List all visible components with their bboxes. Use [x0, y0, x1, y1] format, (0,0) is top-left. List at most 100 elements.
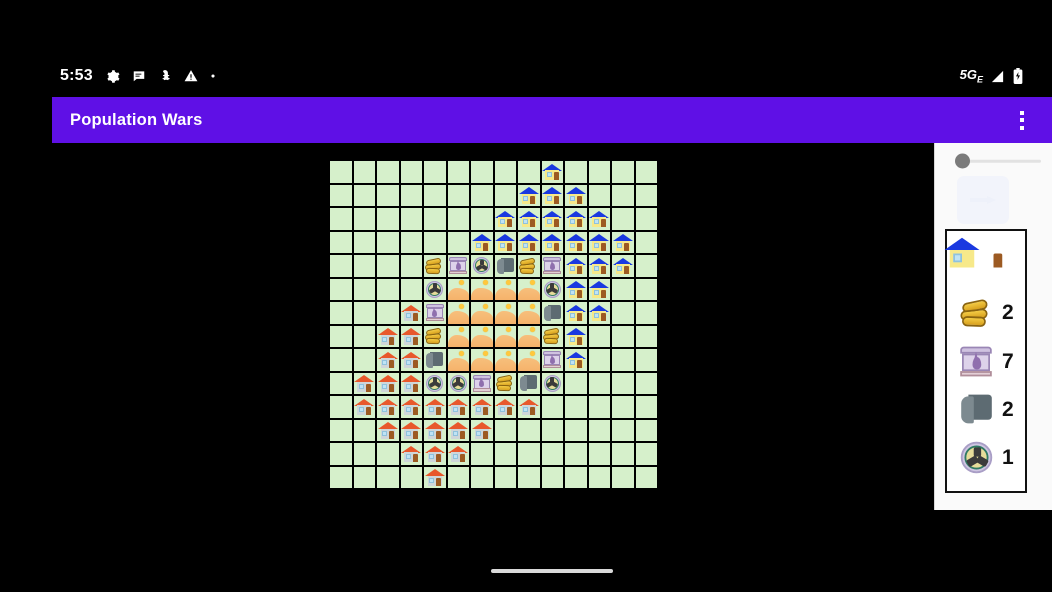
- board-cell[interactable]: [564, 160, 588, 184]
- board-cell[interactable]: [493, 277, 517, 301]
- board-cell[interactable]: [470, 395, 494, 419]
- board-cell[interactable]: [540, 348, 564, 372]
- board-cell[interactable]: [493, 301, 517, 325]
- board-cell[interactable]: [399, 348, 423, 372]
- board-cell[interactable]: [611, 418, 635, 442]
- board-cell[interactable]: [611, 442, 635, 466]
- board-cell[interactable]: [587, 324, 611, 348]
- board-cell[interactable]: [564, 301, 588, 325]
- board-cell[interactable]: [517, 395, 541, 419]
- board-cell[interactable]: [564, 230, 588, 254]
- board-cell[interactable]: [493, 395, 517, 419]
- board-cell[interactable]: [517, 301, 541, 325]
- board-cell[interactable]: [423, 277, 447, 301]
- board-cell[interactable]: [634, 230, 658, 254]
- board-cell[interactable]: [611, 348, 635, 372]
- board-cell[interactable]: [352, 371, 376, 395]
- board-cell[interactable]: [352, 160, 376, 184]
- board-cell[interactable]: [564, 418, 588, 442]
- board-cell[interactable]: [352, 230, 376, 254]
- resource-row-stone[interactable]: 2: [957, 385, 1014, 433]
- board-cell[interactable]: [634, 160, 658, 184]
- next-turn-button[interactable]: [957, 176, 1009, 224]
- board-cell[interactable]: [376, 324, 400, 348]
- board-cell[interactable]: [587, 418, 611, 442]
- board-cell[interactable]: [517, 324, 541, 348]
- board-cell[interactable]: [399, 465, 423, 489]
- board-cell[interactable]: [352, 207, 376, 231]
- board-cell[interactable]: [446, 183, 470, 207]
- board-cell[interactable]: [564, 183, 588, 207]
- board-cell[interactable]: [540, 418, 564, 442]
- board-cell[interactable]: [423, 324, 447, 348]
- board-cell[interactable]: [540, 254, 564, 278]
- slider-thumb[interactable]: [955, 153, 970, 169]
- board-cell[interactable]: [587, 230, 611, 254]
- board-cell[interactable]: [517, 230, 541, 254]
- board-cell[interactable]: [517, 442, 541, 466]
- board-cell[interactable]: [540, 183, 564, 207]
- board-cell[interactable]: [423, 207, 447, 231]
- board-cell[interactable]: [423, 183, 447, 207]
- board-cell[interactable]: [587, 254, 611, 278]
- board-cell[interactable]: [493, 371, 517, 395]
- board-cell[interactable]: [376, 301, 400, 325]
- board-cell[interactable]: [517, 277, 541, 301]
- board-cell[interactable]: [564, 395, 588, 419]
- board-cell[interactable]: [611, 301, 635, 325]
- board-cell[interactable]: [376, 254, 400, 278]
- board-cell[interactable]: [634, 207, 658, 231]
- board-cell[interactable]: [376, 183, 400, 207]
- game-board[interactable]: [329, 160, 658, 489]
- board-cell[interactable]: [329, 395, 353, 419]
- board-cell[interactable]: [470, 183, 494, 207]
- board-cell[interactable]: [446, 465, 470, 489]
- board-cell[interactable]: [634, 465, 658, 489]
- board-cell[interactable]: [352, 395, 376, 419]
- board-cell[interactable]: [446, 442, 470, 466]
- board-cell[interactable]: [540, 160, 564, 184]
- board-cell[interactable]: [470, 442, 494, 466]
- board-cell[interactable]: [329, 277, 353, 301]
- board-cell[interactable]: [540, 465, 564, 489]
- board-cell[interactable]: [540, 277, 564, 301]
- board-cell[interactable]: [517, 183, 541, 207]
- board-cell[interactable]: [446, 395, 470, 419]
- board-cell[interactable]: [352, 442, 376, 466]
- board-cell[interactable]: [540, 324, 564, 348]
- board-cell[interactable]: [352, 254, 376, 278]
- board-cell[interactable]: [517, 160, 541, 184]
- board-cell[interactable]: [493, 465, 517, 489]
- board-cell[interactable]: [540, 395, 564, 419]
- board-cell[interactable]: [399, 183, 423, 207]
- board-cell[interactable]: [329, 442, 353, 466]
- zoom-slider[interactable]: [949, 152, 1041, 170]
- board-cell[interactable]: [399, 160, 423, 184]
- board-cell[interactable]: [376, 207, 400, 231]
- board-cell[interactable]: [329, 301, 353, 325]
- board-cell[interactable]: [446, 254, 470, 278]
- board-cell[interactable]: [446, 160, 470, 184]
- board-cell[interactable]: [611, 395, 635, 419]
- board-cell[interactable]: [493, 442, 517, 466]
- board-cell[interactable]: [376, 418, 400, 442]
- board-cell[interactable]: [634, 301, 658, 325]
- board-cell[interactable]: [446, 348, 470, 372]
- board-cell[interactable]: [564, 465, 588, 489]
- board-cell[interactable]: [399, 230, 423, 254]
- board-cell[interactable]: [446, 277, 470, 301]
- board-cell[interactable]: [423, 371, 447, 395]
- board-cell[interactable]: [329, 254, 353, 278]
- resource-row-water[interactable]: 7: [957, 337, 1014, 385]
- board-cell[interactable]: [376, 442, 400, 466]
- board-cell[interactable]: [329, 465, 353, 489]
- board-cell[interactable]: [470, 301, 494, 325]
- board-cell[interactable]: [423, 254, 447, 278]
- board-cell[interactable]: [517, 254, 541, 278]
- resource-row-house[interactable]: [944, 237, 1014, 288]
- board-cell[interactable]: [634, 395, 658, 419]
- board-cell[interactable]: [517, 418, 541, 442]
- board-cell[interactable]: [352, 465, 376, 489]
- board-cell[interactable]: [611, 324, 635, 348]
- board-cell[interactable]: [564, 324, 588, 348]
